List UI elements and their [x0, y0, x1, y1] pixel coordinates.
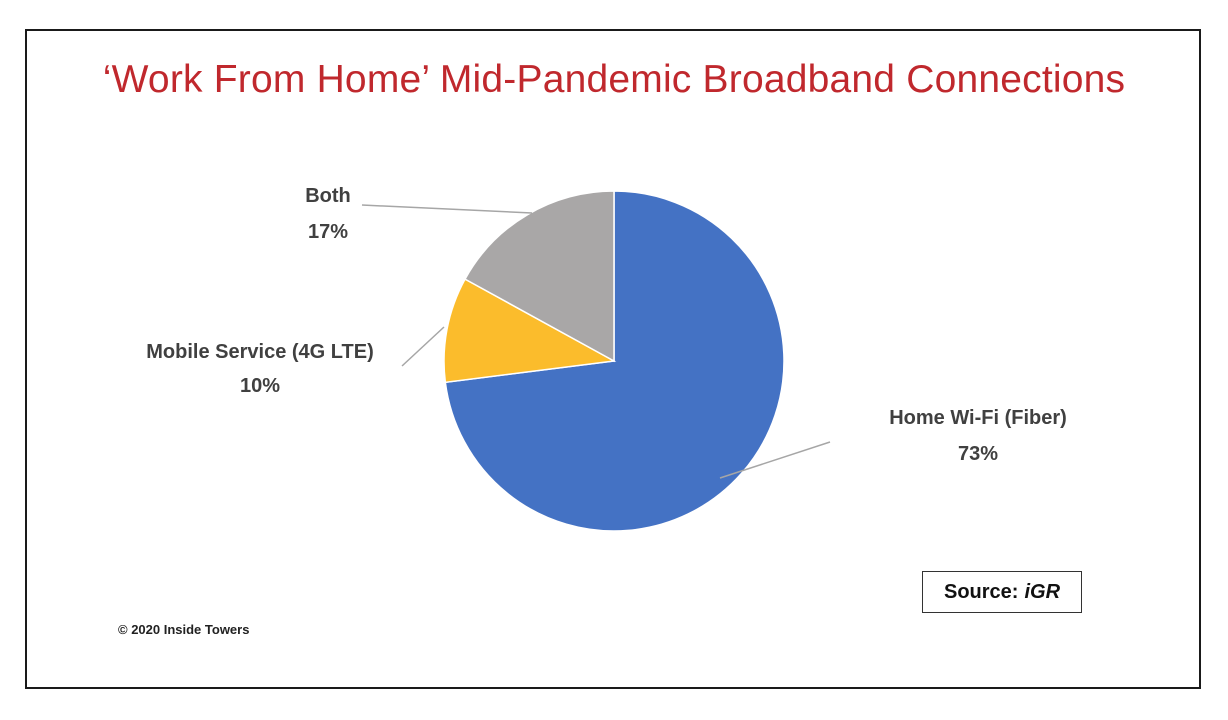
leader-line [361, 204, 533, 214]
source-prefix: Source: [943, 580, 1019, 603]
slice-category-label: Home Wi-Fi (Fiber) [889, 407, 1067, 429]
leader-line [719, 441, 831, 479]
pie-slice-both [464, 190, 615, 363]
source-name: iGR [1024, 580, 1061, 603]
pie-slice-mobile-service-4g-lte [443, 278, 617, 384]
slice-value-label: 73% [958, 443, 998, 465]
slice-value-label: 17% [308, 221, 348, 243]
source-box: Source: iGR [922, 571, 1082, 613]
slice-value-label: 10% [240, 375, 280, 397]
slice-category-label: Mobile Service (4G LTE) [146, 341, 373, 363]
leader-line [401, 326, 445, 367]
slice-category-label: Both [305, 185, 351, 207]
copyright-text: © 2020 Inside Towers [118, 622, 250, 637]
chart-title: ‘Work From Home’ Mid-Pandemic Broadband … [102, 58, 1126, 101]
